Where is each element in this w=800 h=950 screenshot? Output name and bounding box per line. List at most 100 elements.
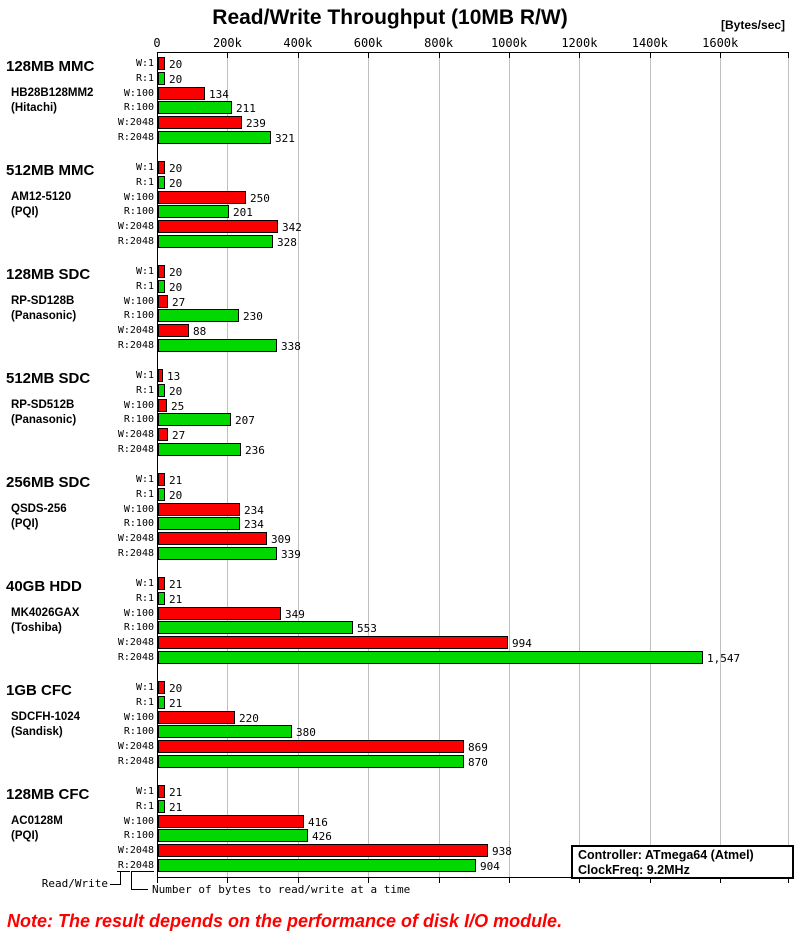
bar-row-label: R:2048 [117, 236, 154, 247]
device-group-name: 256MB SDC [6, 474, 91, 491]
bar-row-label: R:1 [135, 280, 154, 292]
axis-tick-label: 400k [283, 36, 313, 50]
read-bar [158, 443, 241, 456]
write-bar [158, 636, 508, 650]
read-bar [158, 383, 165, 397]
device-model: HB28B128MM2 [11, 87, 94, 99]
bar-value-label: 426 [312, 830, 332, 844]
bar-row-label: R:1 [135, 72, 154, 84]
bar-value-label: 234 [244, 518, 264, 532]
bar-value-label: 20 [169, 488, 183, 502]
write-bar [158, 814, 304, 828]
bar-value-label: 870 [468, 756, 488, 769]
bar-value-label: 230 [243, 310, 263, 324]
bar-row-label: W:100 [123, 607, 154, 619]
underline-bytecount [131, 871, 154, 872]
device-group-name: 40GB HDD [6, 578, 82, 595]
axis-gridline [579, 53, 581, 877]
read-bar [158, 695, 165, 709]
bar-row-label: R:100 [123, 206, 154, 218]
bar-value-label: 250 [250, 191, 270, 205]
write-bar [158, 86, 205, 100]
controller-info-box: Controller: ATmega64 (Atmel) ClockFreq: … [571, 845, 794, 879]
bar-value-label: 20 [169, 280, 183, 294]
bar-row-label: W:100 [123, 503, 154, 515]
write-bar [158, 606, 281, 620]
bar-value-label: 338 [281, 340, 301, 353]
connector-bytecount-horizontal [131, 889, 148, 890]
axis-tick-bottom [368, 877, 370, 883]
bar-value-label: 201 [233, 206, 253, 220]
bar-value-label: 904 [480, 860, 500, 873]
bar-row-label: W:1 [135, 786, 154, 797]
bar-value-label: 416 [308, 815, 328, 829]
axis-tick-label: 1600k [702, 36, 739, 50]
bar-value-label: 20 [169, 176, 183, 190]
bar-value-label: 994 [512, 637, 532, 651]
axis-tick-label: 1400k [631, 36, 668, 50]
bar-row-label: W:2048 [117, 741, 154, 753]
write-bar [158, 785, 165, 798]
bar-value-label: 21 [169, 592, 183, 606]
read-bar [158, 279, 165, 293]
device-maker: (PQI) [11, 830, 39, 842]
bar-value-label: 211 [236, 102, 256, 116]
bar-row-label: W:100 [123, 399, 154, 411]
bar-value-label: 20 [169, 266, 183, 279]
read-bar [158, 413, 231, 427]
bar-value-label: 27 [172, 429, 186, 443]
read-bar [158, 101, 232, 115]
bar-value-label: 339 [281, 548, 301, 561]
underline-readwrite [117, 871, 130, 872]
axis-tick-top [649, 52, 651, 58]
device-group-name: 128MB SDC [6, 266, 91, 283]
axis-tick-label: 1200k [561, 36, 598, 50]
bar-value-label: 21 [169, 696, 183, 710]
device-group-name: 512MB SDC [6, 370, 91, 387]
axis-tick-top [720, 52, 722, 58]
device-maker: (PQI) [11, 518, 39, 530]
read-bar [158, 547, 277, 560]
bar-value-label: 553 [357, 622, 377, 636]
bar-row-label: R:1 [135, 800, 154, 812]
read-bar [158, 71, 165, 85]
device-group-name: 128MB MMC [6, 58, 95, 75]
bar-row-label: W:1 [135, 370, 154, 381]
bar-value-label: 239 [246, 117, 266, 131]
axis-gridline [649, 53, 651, 877]
footnote-read-write-label: Read/Write [41, 877, 108, 890]
bar-value-label: 25 [171, 399, 185, 413]
write-bar [158, 220, 278, 234]
bar-value-label: 20 [169, 58, 183, 71]
chart-title: Read/Write Throughput (10MB R/W) [212, 6, 568, 29]
read-bar [158, 799, 165, 813]
device-group-name: 1GB CFC [6, 682, 72, 699]
bar-row-label: W:2048 [117, 637, 154, 649]
axis-gridline [788, 53, 789, 877]
device-model: MK4026GAX [11, 607, 80, 619]
axis-tick-bottom [227, 877, 229, 883]
read-bar [158, 131, 271, 144]
controller-info-line1: Controller: ATmega64 (Atmel) [578, 848, 754, 862]
axis-gridline [438, 53, 440, 877]
axis-tick-top [509, 52, 510, 58]
bar-value-label: 869 [468, 741, 488, 755]
axis-tick-bottom [788, 877, 789, 883]
write-bar [158, 844, 488, 858]
footnote-bytes-label: Number of bytes to read/write at a time [152, 883, 411, 896]
device-maker: (Sandisk) [11, 726, 63, 738]
bar-row-label: W:100 [123, 191, 154, 203]
bar-row-label: R:2048 [117, 340, 154, 351]
axis-tick-bottom [509, 877, 510, 883]
bar-value-label: 938 [492, 845, 512, 859]
device-model: RP-SD128B [11, 295, 75, 307]
axis-gridline [297, 53, 299, 877]
bar-value-label: 236 [245, 444, 265, 457]
read-bar [158, 309, 239, 323]
device-maker: (Panasonic) [11, 414, 77, 426]
device-maker: (Panasonic) [11, 310, 77, 322]
bar-row-label: R:100 [123, 726, 154, 738]
write-bar [158, 502, 240, 516]
device-model: QSDS-256 [11, 503, 67, 515]
